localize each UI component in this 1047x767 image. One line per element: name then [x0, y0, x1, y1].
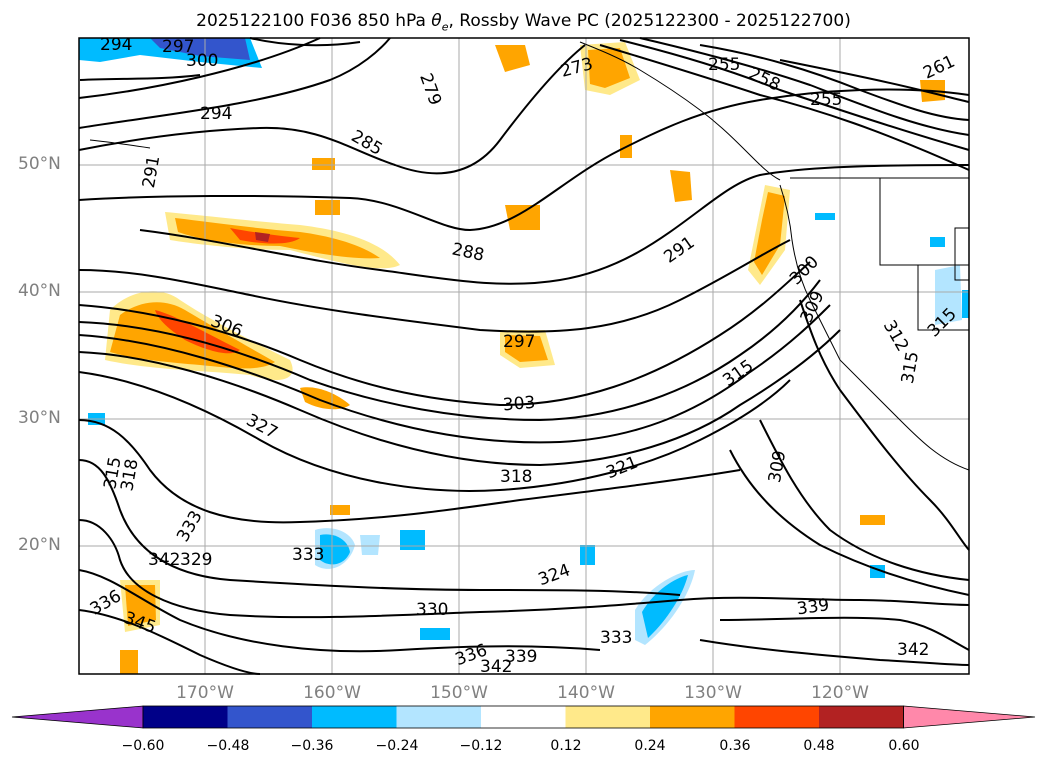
contour-label: 303: [502, 393, 536, 416]
lon-label-120w: 120°W: [811, 683, 869, 703]
contour-label: 342: [480, 657, 512, 677]
contour-label: 339: [796, 595, 831, 619]
colorbar-segment: [734, 706, 820, 728]
colorbar-segment: [312, 706, 397, 728]
colorbar-segment: [396, 706, 482, 728]
plot-frame: [78, 37, 970, 675]
contour-label: 297: [503, 332, 535, 352]
colorbar-segment: [143, 706, 228, 728]
negative-anomaly-shading: [79, 38, 969, 645]
lat-label-20n: 20°N: [18, 535, 61, 555]
contour-label: 330: [416, 600, 448, 620]
lon-label-150w: 150°W: [430, 683, 488, 703]
colorbar-tick: 0.36: [719, 738, 751, 754]
contour-label: 294: [100, 35, 132, 55]
lon-label-170w: 170°W: [176, 683, 234, 703]
colorbar-tick: −0.24: [375, 738, 419, 754]
colorbar-segment: [650, 706, 735, 728]
lat-label-50n: 50°N: [18, 154, 61, 174]
contour-label: 318: [500, 467, 532, 487]
colorbar-border: [142, 705, 904, 729]
colorbar-tick: 0.12: [550, 738, 582, 754]
colorbar-tick: 0.24: [634, 738, 666, 754]
contour-label: 329: [180, 550, 212, 570]
colorbar-tick: −0.12: [459, 738, 503, 754]
contour-label: 255: [708, 55, 740, 75]
colorbar-segments: [11, 705, 1036, 729]
coastlines: [89, 41, 970, 471]
colorbar-segment: [481, 706, 566, 728]
positive-anomaly-shading: [105, 42, 945, 674]
contour-label: 300: [186, 51, 218, 71]
contour-label: 297: [162, 37, 194, 57]
colorbar-segment: [565, 706, 651, 728]
colorbar-extend-high: [903, 705, 1036, 729]
contour-label: 333: [600, 628, 632, 648]
lon-label-160w: 160°W: [303, 683, 361, 703]
contour-label: 333: [292, 545, 324, 565]
contour-label: 342: [148, 550, 180, 570]
contour-label: 294: [200, 104, 232, 124]
lon-label-130w: 130°W: [684, 683, 742, 703]
contour-label: 342: [897, 640, 929, 660]
colorbar-tick: −0.48: [206, 738, 250, 754]
colorbar-tick: 0.60: [888, 738, 920, 754]
map-plot: 294 297 300 294 291 285 279 273 255 258 …: [78, 35, 970, 677]
lon-label-140w: 140°W: [557, 683, 615, 703]
colorbar-extend-low: [11, 705, 144, 729]
map-title: 2025122100 F036 850 hPa θe, Rossby Wave …: [196, 11, 851, 34]
lat-label-40n: 40°N: [18, 281, 61, 301]
theta-e-contours: [78, 37, 970, 675]
colorbar-segment: [819, 706, 904, 728]
lat-label-30n: 30°N: [18, 408, 61, 428]
colorbar-tick: 0.48: [803, 738, 835, 754]
contour-label: 255: [810, 90, 842, 110]
contour-label: 339: [505, 647, 537, 667]
colorbar-tick: −0.36: [290, 738, 334, 754]
colorbar-tick: −0.60: [121, 738, 165, 754]
colorbar-segment: [227, 706, 313, 728]
gridlines: [79, 38, 969, 674]
